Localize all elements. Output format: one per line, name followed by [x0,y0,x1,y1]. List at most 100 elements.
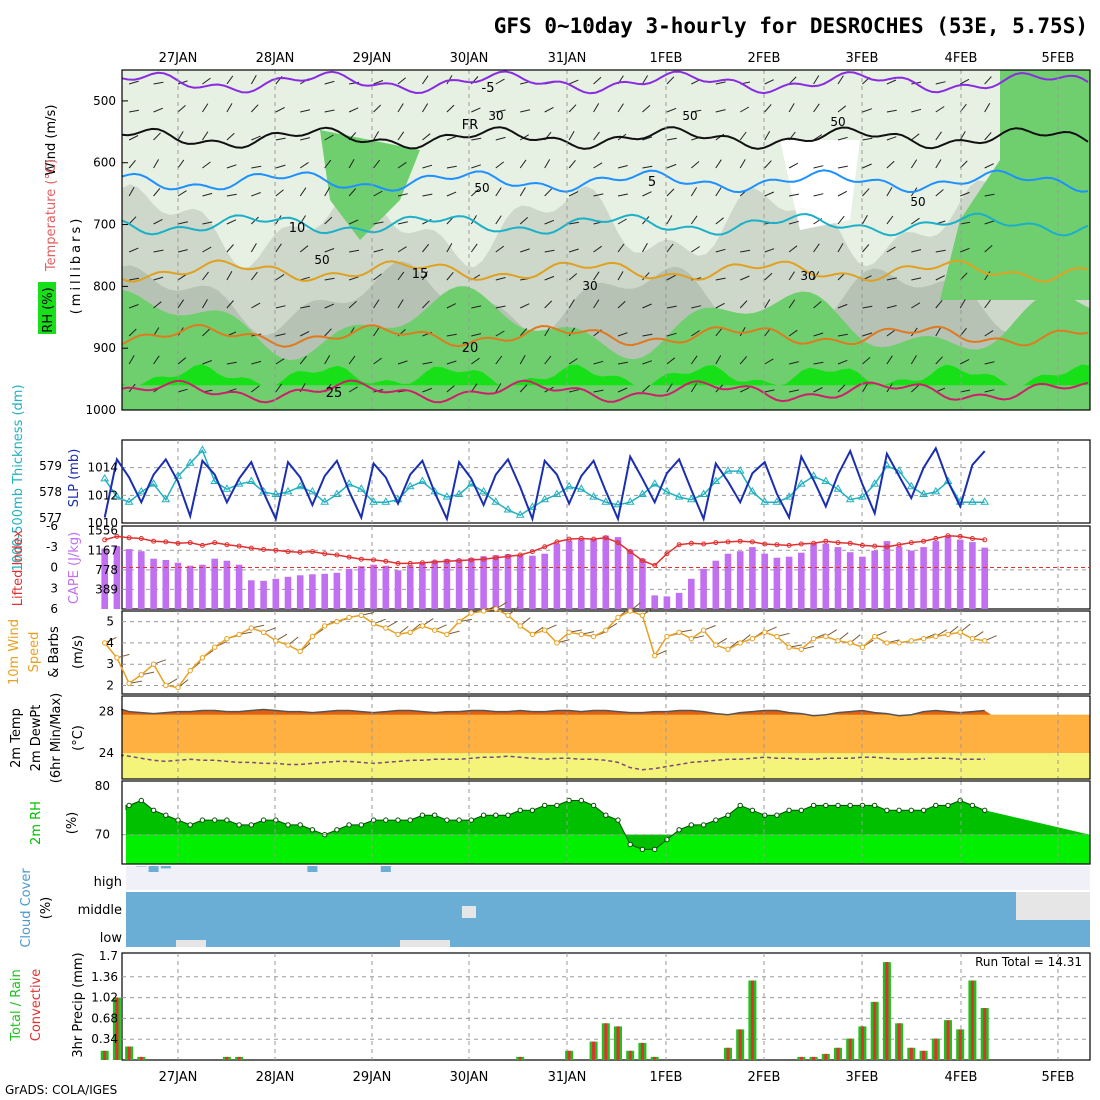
rh2m-point [774,812,780,818]
thickness-point [845,494,855,503]
wind-barb [422,133,431,141]
wind-barb [789,389,800,393]
wind-barb [129,277,140,281]
cloud-high-bar [148,866,159,872]
thickness-point [674,492,684,500]
li-point [444,558,450,564]
thickness-point [185,458,195,466]
wind-barb [568,327,576,337]
wind-barb [984,271,991,281]
isotherm-label: 20 [462,341,479,356]
wind-barb [617,243,625,253]
rh2m-point [725,812,731,818]
wind-barb [568,159,576,169]
cape-bar [419,562,426,609]
rh2m-point [798,807,804,813]
wind-barb [862,357,871,365]
thickness-point [369,497,378,505]
wind-barb [813,361,824,365]
rh2m-point [419,812,426,818]
wind-barb [495,383,502,393]
cape-bar [846,552,854,609]
li-point [774,542,780,548]
rh2m-point [542,802,548,809]
cape-bar [480,556,487,609]
wind10-point [334,618,340,625]
wind-barb [984,389,995,393]
isotherm-label: 15 [412,267,429,282]
rh2m-point [627,841,633,848]
thickness-point [686,494,696,503]
wind10-label1: 10m Wind [7,619,22,685]
panel-precip: 1.7 1.36 1.02 0.68 0.34 Run Total = 14.31 To… [9,949,1091,1061]
wind-barb [911,277,922,281]
thickness-point [858,492,867,500]
li-point [236,543,242,549]
wind-barb [177,249,188,253]
isotherm-label: FR [462,118,479,133]
rh2m-point [138,797,145,804]
cloud-gap [176,940,206,947]
temp-area [122,714,1090,754]
wind-barb [642,272,650,281]
wind10-point [590,633,597,640]
wind10-point [370,621,377,627]
wind-barb [226,193,237,197]
wind-barb [886,305,897,309]
wind-barb [911,133,920,141]
wind-barb [495,187,502,197]
wind-barb [984,76,992,85]
li-point [529,549,535,555]
wind-barb [568,273,578,281]
wind-barb [275,137,286,141]
wind10-point [627,608,633,614]
wind-barb [715,277,726,281]
date-top-label: 2FEB [748,51,781,66]
li-point [493,555,499,561]
date-top-label: 30JAN [450,51,489,66]
date-bottom-label: 2FEB [748,1070,781,1085]
cloud-label: Cloud Cover [19,868,34,948]
wind-barb [250,104,259,113]
thickness-point [198,445,207,453]
rh2m-point [150,807,157,813]
li-point [701,541,707,547]
date-axis-top: 27JAN 28JAN 29JAN 30JAN 31JAN 1FEB 2FEB 3FEB 4FE… [159,51,1075,66]
precip-conv-bar [653,1056,657,1060]
wind-barb [324,216,333,225]
li-point [933,536,939,541]
wind-barb [837,190,848,197]
wind10-point [920,636,927,642]
wind-barb [789,193,799,197]
slp-line [103,446,986,523]
cloud-gap [462,906,476,918]
wind10-point [542,627,548,633]
wind10-point [212,644,218,650]
cloud-level-label: high [94,875,122,890]
precip-conv-bar [640,1042,644,1060]
pressure-tick: 500 [93,94,116,108]
thickness-point [613,499,623,508]
wind-barb [764,299,771,309]
rh-shading [122,70,1090,410]
wind10-point [774,633,780,640]
li-point [896,542,902,548]
temp-unit: (°C) [71,725,86,751]
wind-barb [397,193,408,197]
rh2m-point [297,822,303,828]
cloud-gap [400,940,450,947]
li-point [395,560,401,566]
precip-conv-bar [812,1056,816,1060]
cape-bar [969,542,976,609]
cloud-level-label: low [100,931,123,946]
isotherms: -5 FR 5 10 15 20 25 30 50 50 50 50 30 30 50 [121,70,1089,404]
thickness-point [320,497,330,505]
cape-bar [798,552,805,609]
wind10-point [872,633,878,640]
precip-conv-bar [237,1056,241,1060]
wind-barb [886,215,894,225]
wind-barb [984,103,991,113]
li-point [835,540,841,546]
rh2m-point [468,817,474,823]
wind-barb [837,105,847,113]
